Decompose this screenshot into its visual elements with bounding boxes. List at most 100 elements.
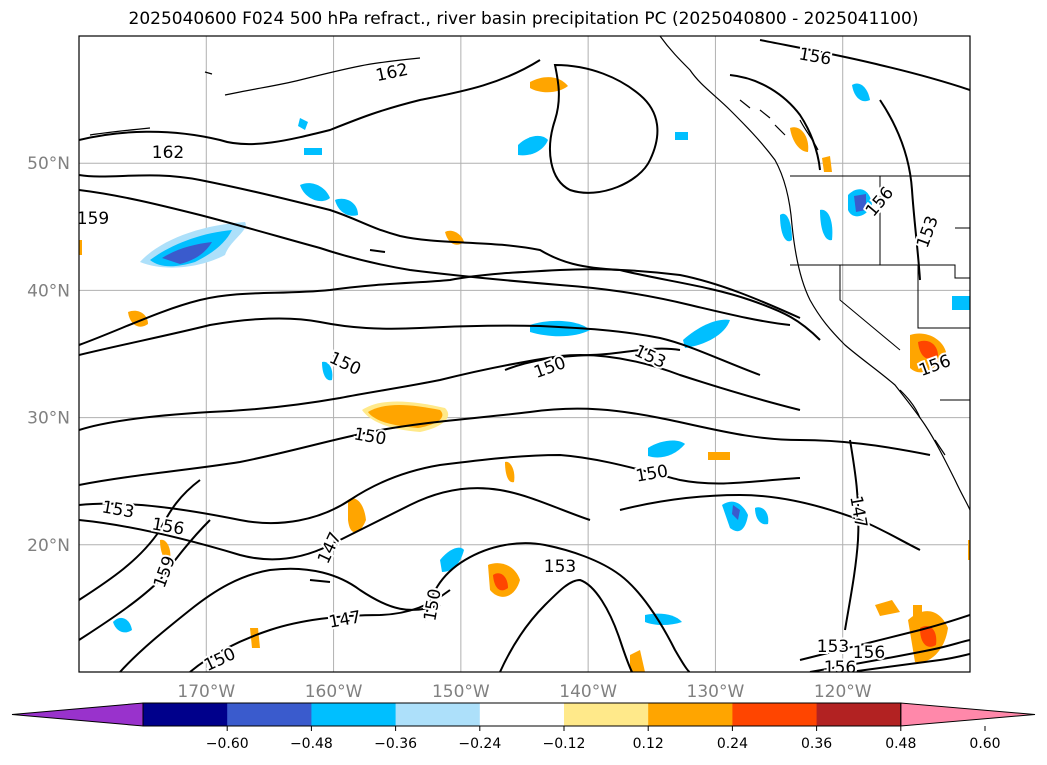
- colorbar-extend-low: [11, 702, 144, 727]
- pos-patch: [505, 461, 515, 483]
- longitude-label: 120°W: [814, 682, 872, 702]
- map-plot-area: [79, 36, 970, 672]
- neg-patch: [648, 440, 685, 458]
- contour-line: [79, 407, 931, 486]
- pos-patch: [918, 340, 938, 360]
- neg-patch: [518, 135, 548, 156]
- pos-patch: [790, 127, 809, 152]
- colorbar-bin: [648, 703, 733, 726]
- contour-line: [79, 353, 801, 431]
- refractivity-contours: [79, 39, 970, 672]
- neg-patch: [952, 296, 970, 310]
- contour-line: [119, 567, 441, 672]
- longitude-label: 160°W: [305, 682, 363, 702]
- contour-line: [309, 579, 331, 583]
- pos-patch: [348, 498, 366, 533]
- colorbar-tick-label: 0.12: [633, 736, 664, 752]
- colorbar-tick-label: −0.36: [374, 736, 417, 752]
- neg-patch: [755, 507, 769, 525]
- pos-patch: [250, 628, 260, 648]
- neg-patch: [683, 319, 730, 348]
- map-frame: [78, 35, 971, 673]
- coastline: [659, 36, 970, 511]
- contour-line: [79, 487, 591, 561]
- contour-line: [844, 439, 860, 631]
- neg-patch: [852, 83, 870, 102]
- latitude-label: 20°N: [27, 536, 70, 556]
- neg-patch: [298, 118, 308, 130]
- contour-line: [79, 59, 541, 146]
- neg-patch: [304, 148, 322, 155]
- longitude-label: 140°W: [559, 682, 617, 702]
- pos-patch: [920, 625, 937, 647]
- contour-line: [79, 174, 821, 341]
- neg-patch: [322, 361, 333, 381]
- contour-line: [504, 347, 681, 371]
- latitude-label: 50°N: [27, 154, 70, 174]
- colorbar-tick-label: −0.48: [290, 736, 333, 752]
- contour-line: [809, 639, 970, 672]
- colorbar-bin: [564, 703, 649, 726]
- neg-patch: [300, 183, 330, 202]
- pos-patch: [875, 600, 900, 616]
- neg-patch: [335, 198, 358, 216]
- neg-patch: [780, 213, 792, 242]
- neg-patch: [820, 209, 833, 241]
- colorbar-bin: [479, 703, 565, 726]
- coastline: [89, 57, 421, 136]
- precipitation-shading: [79, 77, 970, 672]
- contour-line: [759, 39, 970, 91]
- pos-patch: [493, 573, 508, 591]
- neg-patch: [530, 320, 590, 337]
- border-line: [839, 265, 901, 351]
- contour-label: 159: [77, 209, 109, 229]
- contour-label: 153: [817, 637, 849, 657]
- contour-line: [79, 317, 761, 376]
- colorbar-tick-label: −0.24: [458, 736, 501, 752]
- coastline: [899, 389, 946, 456]
- longitude-label: 130°W: [687, 682, 745, 702]
- coastline: [739, 99, 819, 151]
- colorbar-frame: [142, 702, 902, 727]
- contour-line: [79, 189, 791, 326]
- contour-line: [79, 519, 211, 641]
- colorbar-tick-label: −0.60: [206, 736, 249, 752]
- neg-patch: [675, 132, 688, 140]
- pos-patch: [822, 156, 832, 172]
- colorbar-bin: [227, 703, 312, 726]
- colorbar-tick-label: 0.48: [885, 736, 916, 752]
- pos-patch: [630, 650, 645, 672]
- contour-label: 153: [544, 557, 576, 577]
- colorbar-bin: [816, 703, 902, 726]
- colorbar-tick-label: −0.12: [543, 736, 586, 752]
- colorbar: −0.60 −0.48 −0.36 −0.24 −0.12 0.12 0.24 0.36 0.4…: [11, 702, 1036, 752]
- map-title: 2025040600 F024 500 hPa refract., river …: [128, 9, 919, 29]
- contour-line: [499, 578, 633, 672]
- contour-label: 156: [916, 351, 953, 381]
- colorbar-tick-label: 0.60: [969, 736, 1000, 752]
- contour-line: [79, 479, 201, 601]
- longitude-label: 150°W: [432, 682, 490, 702]
- colorbar-bin: [143, 703, 228, 726]
- longitude-label: 170°W: [177, 682, 235, 702]
- colorbar-bin: [395, 703, 481, 726]
- latitude-label: 30°N: [27, 409, 70, 429]
- neg-patch: [732, 505, 740, 520]
- pos-patch: [708, 452, 730, 460]
- border-line: [790, 264, 970, 279]
- pos-patch: [79, 240, 82, 255]
- colorbar-extend-high: [900, 702, 1036, 727]
- contour-line: [549, 63, 659, 194]
- neg-patch: [645, 613, 682, 625]
- colorbar-tick-label: 0.36: [801, 736, 832, 752]
- neg-patch: [440, 547, 464, 572]
- contour-line: [424, 542, 691, 672]
- neg-patch: [162, 242, 212, 264]
- latitude-labels: 50°N 40°N 30°N 20°N: [27, 154, 70, 556]
- pos-patch: [913, 605, 922, 622]
- political-borders: [790, 175, 970, 401]
- contour-line: [369, 249, 386, 253]
- coastlines: [89, 36, 970, 511]
- contour-line: [729, 74, 821, 171]
